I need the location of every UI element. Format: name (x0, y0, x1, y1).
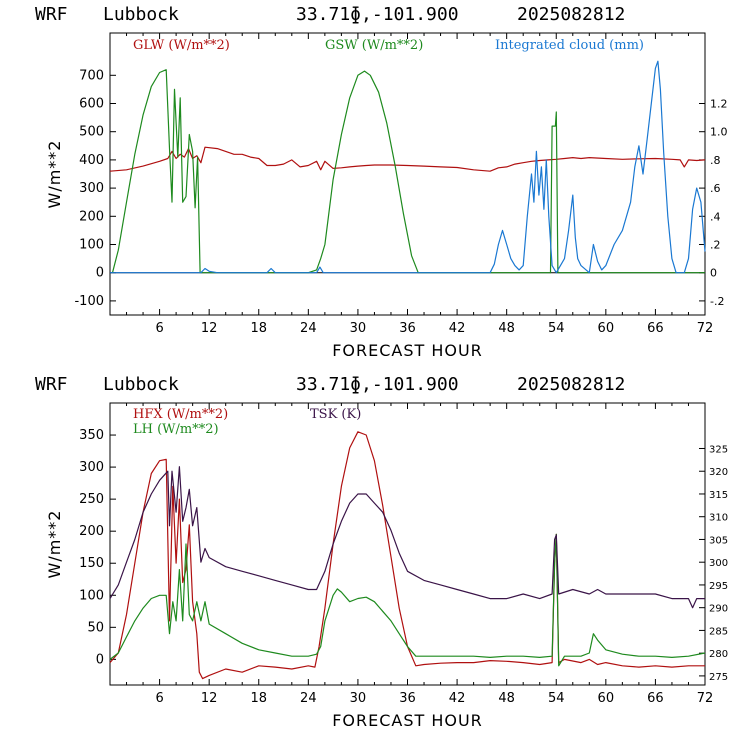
chart-2-ytick-label: 300 (79, 460, 104, 475)
chart-2-y2tick-label: 295 (709, 581, 728, 592)
chart-2-xaxis-label: FORECAST HOUR (332, 711, 483, 730)
chart-1-y2tick-label: .2 (710, 239, 721, 252)
chart-2-xtick-label: 48 (498, 691, 515, 706)
chart-2-xtick-label: 36 (399, 691, 416, 706)
chart-2-legend-lh: LH (W/m**2) (133, 422, 219, 437)
chart-1-legend-integrated: Integrated cloud (mm) (495, 38, 644, 53)
chart-2-series-lh-line (109, 533, 706, 667)
chart-2-xtick-label: 66 (647, 691, 664, 706)
chart-1-series-glw-line (109, 146, 706, 172)
chart-2-series-hfx-line (109, 431, 705, 680)
chart-2-xtick-label: 18 (250, 691, 267, 706)
chart-1-coords: 33.71ɸ,-101.900 (296, 4, 459, 25)
chart-2-header: WRF Lubbock 33.71ɸ,-101.900 2025082812 (35, 374, 625, 395)
chart-2-xtick-label: 54 (548, 691, 565, 706)
chart-2-xtick-label: 42 (449, 691, 466, 706)
chart-2-ytick-label: 250 (79, 492, 104, 507)
chart-2-ytick-label: 50 (87, 620, 104, 635)
chart-2-ytick-label: 200 (79, 524, 104, 539)
chart-2-y2tick-label: 300 (709, 558, 728, 569)
chart-2-y2tick-label: 290 (709, 604, 728, 615)
chart-1-ytick-label: 700 (79, 68, 104, 83)
chart-1-ytick-label: 100 (79, 238, 104, 253)
chart-1-ytick-label: 300 (79, 181, 104, 196)
chart-1-y2tick-label: .8 (710, 154, 721, 167)
chart-2-y2tick-label: 285 (709, 626, 728, 637)
chart-1-xaxis-label: FORECAST HOUR (332, 341, 483, 360)
chart-1-ytick-label: 200 (79, 209, 104, 224)
chart-2-y2tick-label: 310 (709, 513, 728, 524)
chart-1-xtick-label: 72 (697, 321, 714, 336)
chart-1-header: WRF Lubbock 33.71ɸ,-101.900 2025082812 (35, 4, 625, 25)
chart-2-ytick-label: 350 (79, 428, 104, 443)
chart-1-legend-glw: GLW (W/m**2) (133, 38, 230, 53)
chart-1-xtick-label: 48 (498, 321, 515, 336)
chart-1-y2tick-label: -.2 (710, 295, 724, 308)
chart-1-xtick-label: 12 (201, 321, 218, 336)
chart-1-station: Lubbock (103, 4, 179, 25)
chart-1-energy-cloud: 6 12 18 24 30 36 42 48 54 60 66 72 -100 0 100 200 300 400… (45, 32, 728, 360)
chart-2-legend-tsk: TSK (K) (310, 407, 361, 422)
chart-1-series-gsw-line (111, 69, 705, 274)
chart-1-y2tick-label: 0 (710, 267, 717, 280)
chart-1-series-integrated-line (110, 60, 706, 274)
chart-1-y2tick-label: 1.2 (710, 98, 728, 111)
chart-1-model: WRF (35, 4, 68, 25)
chart-1-xtick-label: 42 (449, 321, 466, 336)
chart-1-xtick-label: 54 (548, 321, 565, 336)
chart-2-fluxes-skin-temp: 6 12 18 24 30 36 42 48 54 60 66 72 0 50 100 150 200 250 30… (45, 402, 728, 730)
chart-2-yaxis-label: W/m**2 (45, 510, 64, 579)
chart-2-xtick-label: 72 (697, 691, 714, 706)
chart-2-station: Lubbock (103, 374, 179, 395)
chart-2-xtick-label: 60 (598, 691, 615, 706)
chart-1-xtick-label: 30 (350, 321, 367, 336)
chart-1-xtick-label: 60 (598, 321, 615, 336)
chart-2-ytick-label: 0 (96, 652, 104, 667)
chart-1-ytick-label: 400 (79, 153, 104, 168)
chart-2-y2tick-label: 305 (709, 535, 728, 546)
chart-2-ytick-label: 150 (79, 556, 104, 571)
chart-2-model: WRF (35, 374, 68, 395)
chart-1-ytick-label: -100 (74, 294, 104, 309)
chart-2-run: 2025082812 (517, 374, 625, 395)
chart-1-yaxis-label: W/m**2 (45, 140, 64, 209)
chart-2-y2tick-label: 325 (709, 444, 728, 455)
chart-1-run: 2025082812 (517, 4, 625, 25)
chart-2-y2tick-label: 315 (709, 490, 728, 501)
chart-2-y2tick-label: 275 (709, 672, 728, 683)
chart-1-xtick-label: 18 (250, 321, 267, 336)
chart-2-y2tick-label: 280 (709, 649, 728, 660)
chart-1-y2tick-label: .4 (710, 210, 721, 223)
chart-2-coords: 33.71ɸ,-101.900 (296, 374, 459, 395)
chart-1-y2tick-label: .6 (710, 182, 721, 195)
chart-1-legend-gsw: GSW (W/m**2) (325, 38, 423, 53)
chart-1-ytick-label: 0 (96, 266, 104, 281)
chart-2-y2tick-label: 320 (709, 467, 728, 478)
chart-2-xtick-label: 24 (300, 691, 317, 706)
chart-2-series-tsk-line (109, 466, 705, 609)
chart-1-xtick-label: 66 (647, 321, 664, 336)
chart-2-ytick-label: 100 (79, 588, 104, 603)
chart-1-ytick-label: 500 (79, 125, 104, 140)
chart-2-xtick-label: 6 (155, 691, 163, 706)
chart-2-xtick-label: 12 (201, 691, 218, 706)
chart-1-ytick-label: 600 (79, 97, 104, 112)
chart-2-xtick-label: 30 (350, 691, 367, 706)
chart-1-xtick-label: 24 (300, 321, 317, 336)
chart-1-xtick-label: 6 (155, 321, 163, 336)
chart-2-legend-hfx: HFX (W/m**2) (133, 407, 228, 422)
chart-1-xtick-label: 36 (399, 321, 416, 336)
chart-1-y2tick-label: 1.0 (710, 126, 728, 139)
